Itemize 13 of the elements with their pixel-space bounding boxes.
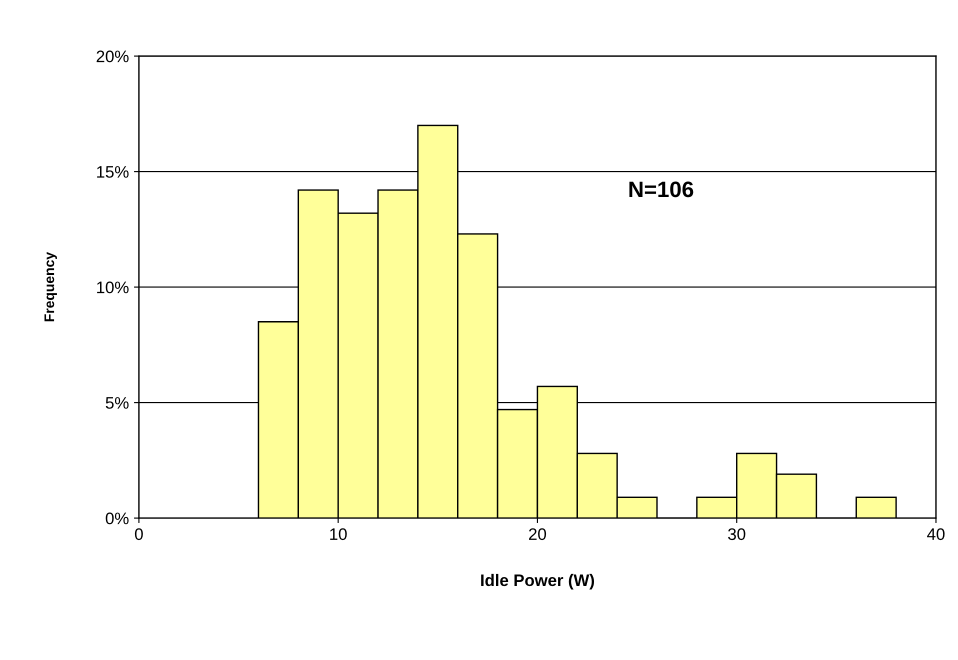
y-tick-label: 10%: [97, 282, 129, 294]
x-tick-label: 0: [134, 528, 143, 540]
x-tick-label: 30: [728, 528, 746, 540]
y-tick-label: 20%: [96, 50, 129, 62]
x-tick-label: 40: [927, 528, 945, 540]
y-tick-label: 5%: [106, 397, 129, 409]
x-tick-label: 10: [330, 528, 347, 540]
y-axis-title: Frequency: [44, 252, 57, 322]
y-tick-label: 15%: [97, 166, 129, 178]
x-axis-title: Idle Power (W): [481, 574, 594, 590]
annotation: N=106: [629, 181, 694, 198]
y-tick-label: 0%: [106, 512, 129, 524]
x-tick-label: 20: [529, 528, 546, 540]
